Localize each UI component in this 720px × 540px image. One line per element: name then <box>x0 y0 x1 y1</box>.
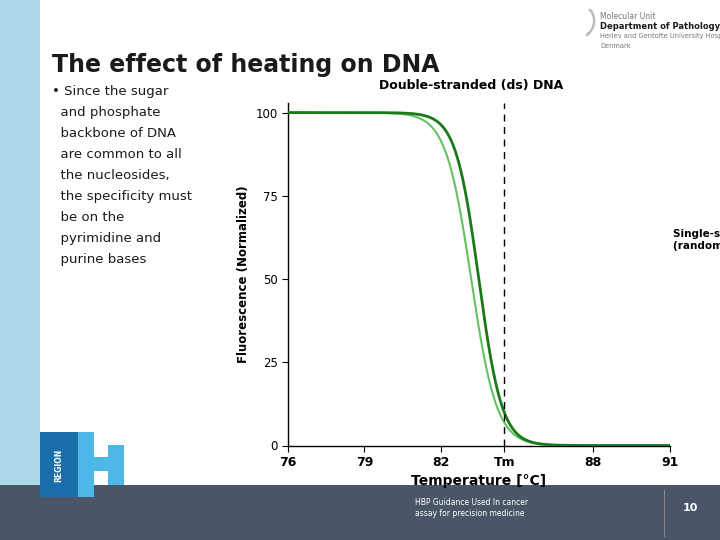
Text: Denmark: Denmark <box>600 43 631 49</box>
Bar <box>40 432 78 497</box>
Text: HBP Guidance Used In cancer
assay for precision medicine: HBP Guidance Used In cancer assay for pr… <box>415 497 528 518</box>
Text: are common to all: are common to all <box>52 148 181 161</box>
Text: pyrimidine and: pyrimidine and <box>52 232 161 245</box>
Bar <box>78 457 124 471</box>
Text: Herlev and Gentofte University Hospital: Herlev and Gentofte University Hospital <box>600 33 720 39</box>
Text: REGION: REGION <box>55 448 63 482</box>
Text: Molecular Unit: Molecular Unit <box>600 12 655 21</box>
Text: • Since the sugar: • Since the sugar <box>52 85 168 98</box>
Bar <box>78 432 94 497</box>
Text: the specificity must: the specificity must <box>52 190 192 203</box>
Text: Double-stranded (ds) DNA: Double-stranded (ds) DNA <box>379 79 563 92</box>
Bar <box>0 485 720 540</box>
Bar <box>108 445 124 485</box>
Text: Single-stranded DNA
(random coils): Single-stranded DNA (random coils) <box>673 228 720 251</box>
Text: be on the: be on the <box>52 211 125 224</box>
Y-axis label: Fluorescence (Normalized): Fluorescence (Normalized) <box>237 185 250 363</box>
Text: backbone of DNA: backbone of DNA <box>52 127 176 140</box>
Text: the nucleosides,: the nucleosides, <box>52 169 170 182</box>
Text: 10: 10 <box>683 503 698 513</box>
Text: Department of Pathology: Department of Pathology <box>600 22 720 31</box>
Bar <box>0 0 40 540</box>
Text: purine bases: purine bases <box>52 253 146 266</box>
Text: and phosphate: and phosphate <box>52 106 161 119</box>
Text: The effect of heating on DNA: The effect of heating on DNA <box>52 53 439 77</box>
X-axis label: Temperature [°C]: Temperature [°C] <box>411 475 546 489</box>
